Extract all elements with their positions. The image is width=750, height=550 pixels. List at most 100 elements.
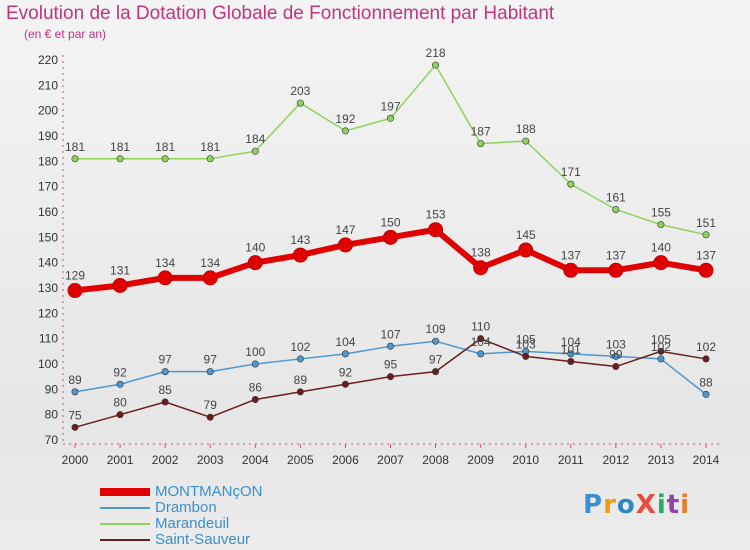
- data-label-marandeuil: 161: [606, 190, 626, 204]
- chart-subtitle: (en € et par an): [24, 27, 107, 41]
- legend-label-drambon: Drambon: [155, 499, 217, 516]
- x-tick-label: 2001: [107, 453, 134, 467]
- legend: MONTMANçON Drambon Marandeuil Saint-Sauv…: [100, 483, 360, 548]
- data-point-saint-sauveur: [71, 423, 79, 431]
- data-point-montman-on: [608, 262, 624, 278]
- data-label-montman-on: 140: [651, 241, 671, 255]
- data-label-marandeuil: 197: [380, 99, 400, 113]
- x-tick-label: 2010: [512, 453, 539, 467]
- legend-label-montmancon: MONTMANçON: [155, 483, 263, 500]
- x-tick-label: 2012: [603, 453, 630, 467]
- data-label-marandeuil: 188: [516, 122, 536, 136]
- data-label-drambon: 102: [290, 340, 310, 354]
- data-point-drambon: [657, 355, 665, 363]
- data-point-drambon: [432, 337, 440, 345]
- y-tick-label: 100: [38, 357, 58, 371]
- legend-label-marandeuil: Marandeuil: [155, 515, 230, 532]
- y-tick-label: 180: [38, 154, 58, 168]
- data-point-saint-sauveur: [296, 388, 304, 396]
- data-point-saint-sauveur: [657, 347, 665, 355]
- data-label-marandeuil: 171: [561, 165, 581, 179]
- data-label-drambon: 88: [699, 375, 713, 389]
- data-label-montman-on: 137: [696, 248, 716, 262]
- data-label-montman-on: 137: [561, 248, 581, 262]
- data-label-marandeuil: 218: [426, 46, 446, 60]
- data-point-montman-on: [337, 237, 353, 253]
- data-point-saint-sauveur: [341, 380, 349, 388]
- data-point-marandeuil: [657, 221, 665, 229]
- data-label-drambon: 104: [561, 335, 581, 349]
- data-point-montman-on: [428, 222, 444, 238]
- data-point-montman-on: [698, 262, 714, 278]
- data-label-montman-on: 147: [335, 223, 355, 237]
- data-label-montman-on: 138: [471, 246, 491, 260]
- data-point-saint-sauveur: [432, 368, 440, 376]
- data-label-montman-on: 140: [245, 241, 265, 255]
- y-tick-label: 70: [45, 433, 59, 447]
- data-label-marandeuil: 203: [290, 84, 310, 98]
- x-tick-label: 2006: [332, 453, 359, 467]
- y-tick-label: 110: [39, 332, 58, 346]
- data-point-montman-on: [653, 255, 669, 271]
- data-point-marandeuil: [251, 147, 259, 155]
- data-label-saint-sauveur: 97: [429, 353, 443, 367]
- x-tick-label: 2004: [242, 453, 269, 467]
- data-point-saint-sauveur: [522, 352, 530, 360]
- data-point-saint-sauveur: [161, 398, 169, 406]
- data-point-montman-on: [202, 270, 218, 286]
- data-point-saint-sauveur: [386, 373, 394, 381]
- data-label-drambon: 103: [606, 337, 626, 351]
- data-label-saint-sauveur: 110: [471, 320, 490, 334]
- legend-item-montmancon: MONTMANçON: [100, 483, 360, 500]
- data-point-drambon: [477, 350, 485, 358]
- data-point-drambon: [71, 388, 79, 396]
- x-tick-label: 2011: [558, 453, 584, 467]
- data-label-montman-on: 134: [200, 256, 220, 270]
- data-label-saint-sauveur: 89: [294, 373, 308, 387]
- data-label-drambon: 107: [380, 327, 400, 341]
- data-label-drambon: 102: [651, 340, 671, 354]
- data-label-drambon: 105: [516, 332, 536, 346]
- data-label-saint-sauveur: 101: [561, 342, 581, 356]
- data-label-drambon: 104: [335, 335, 355, 349]
- legend-label-saint-sauveur: Saint-Sauveur: [155, 531, 251, 548]
- data-point-marandeuil: [206, 155, 214, 163]
- data-label-montman-on: 129: [65, 269, 85, 283]
- data-point-montman-on: [157, 270, 173, 286]
- y-tick-label: 140: [38, 256, 58, 270]
- legend-swatch-montmancon: [100, 488, 150, 496]
- data-point-montman-on: [473, 260, 489, 276]
- data-label-saint-sauveur: 86: [249, 380, 263, 394]
- data-label-saint-sauveur: 85: [158, 383, 172, 397]
- data-label-marandeuil: 181: [200, 140, 220, 154]
- data-point-saint-sauveur: [477, 335, 485, 343]
- data-label-montman-on: 137: [606, 248, 626, 262]
- data-label-montman-on: 153: [426, 208, 446, 222]
- legend-item-saint-sauveur: Saint-Sauveur: [100, 531, 360, 548]
- data-label-marandeuil: 184: [245, 132, 265, 146]
- data-point-saint-sauveur: [116, 411, 124, 419]
- y-tick-label: 210: [38, 78, 58, 92]
- data-label-saint-sauveur: 80: [113, 396, 127, 410]
- data-label-montman-on: 143: [290, 233, 310, 247]
- x-tick-label: 2008: [422, 453, 449, 467]
- data-point-drambon: [567, 350, 575, 358]
- x-tick-label: 2000: [62, 453, 89, 467]
- data-label-marandeuil: 181: [110, 140, 130, 154]
- data-point-marandeuil: [161, 155, 169, 163]
- data-point-marandeuil: [116, 155, 124, 163]
- data-point-drambon: [341, 350, 349, 358]
- x-tick-label: 2013: [648, 453, 675, 467]
- data-label-montman-on: 131: [110, 263, 130, 277]
- data-label-saint-sauveur: 99: [609, 348, 623, 362]
- data-point-drambon: [251, 360, 259, 368]
- data-label-drambon: 104: [471, 335, 491, 349]
- data-point-drambon: [702, 390, 710, 398]
- data-point-montman-on: [383, 229, 398, 245]
- data-point-marandeuil: [567, 180, 575, 188]
- y-tick-label: 200: [38, 104, 58, 118]
- data-point-marandeuil: [702, 231, 710, 239]
- data-label-drambon: 109: [426, 322, 446, 336]
